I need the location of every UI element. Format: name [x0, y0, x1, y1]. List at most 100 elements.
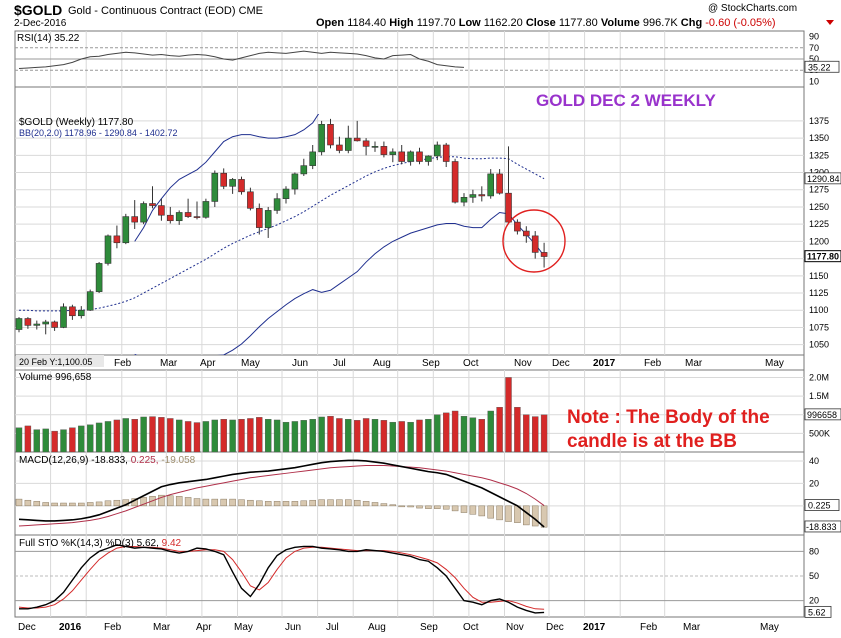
volume-bar	[540, 414, 548, 453]
macd-hist-bar	[211, 498, 219, 507]
macd-hist-bar	[336, 499, 343, 507]
volume-bar	[273, 419, 281, 453]
candle-body	[122, 216, 130, 244]
sto-tick-label: 50	[809, 571, 819, 581]
x-label-bottom: Dec	[546, 622, 564, 633]
price-last-value: 1177.80	[807, 252, 839, 262]
macd-hist-bar	[416, 505, 423, 509]
candle-body	[131, 216, 138, 223]
price-tick-label: 1375	[809, 116, 829, 126]
candle-body	[15, 318, 23, 330]
close-value: 1177.80	[558, 17, 598, 29]
note-line-1: Note : The Body of the	[567, 407, 770, 428]
macd-last-value: -18.833	[806, 522, 837, 532]
sto-label: Full STO %K(14,3) %D(3) 5.62, 9.42	[19, 538, 182, 549]
crosshair-label: 20 Feb Y:1,100.05	[19, 357, 92, 367]
macd-hist-bar	[505, 505, 512, 522]
rsi-tick-label: 90	[809, 32, 819, 42]
volume-bar	[505, 377, 512, 453]
volume-bar	[211, 419, 219, 453]
sto-last-value: 5.62	[808, 607, 826, 617]
volume-bar	[345, 419, 352, 453]
macd-hist-bar	[291, 501, 299, 507]
candle-body	[69, 306, 76, 317]
sto-label-main: Full STO %K(14,3) %D(3) 5.62,	[19, 538, 162, 549]
candle-body	[193, 216, 201, 218]
volume-bar	[86, 424, 94, 453]
candle-body	[362, 140, 370, 147]
candle-body	[282, 188, 290, 199]
volume-bar	[496, 407, 503, 453]
volume-bar	[460, 416, 468, 453]
candle-body	[522, 230, 530, 237]
macd-hist-bar	[460, 505, 468, 513]
candle-body	[24, 318, 32, 326]
price-tick-label: 1100	[809, 305, 828, 315]
rsi-last-box	[804, 60, 840, 73]
x-label-bottom: Jun	[285, 622, 301, 633]
sto-last-box	[804, 605, 832, 618]
volume-bar	[140, 416, 147, 453]
sto-d-line	[18, 545, 545, 610]
candle-body	[229, 179, 236, 187]
volume-bar	[256, 417, 263, 453]
x-label-bottom: May	[760, 622, 779, 633]
macd-hist-bar	[175, 496, 183, 507]
macd-tick-label: 40	[809, 456, 819, 466]
volume-bar	[532, 416, 539, 453]
volume-bar	[300, 420, 307, 453]
volume-bar	[95, 422, 103, 453]
candle-body	[496, 173, 503, 194]
macd-hist-bar	[193, 498, 201, 507]
volume-bar	[33, 429, 40, 453]
macd-hist-bar	[398, 505, 405, 508]
volume-bar	[113, 419, 121, 453]
volume-bar	[451, 410, 459, 453]
macd-hist-bar	[247, 499, 254, 507]
vol-last-value: 996658	[807, 410, 837, 420]
macd-hist-bar	[389, 504, 397, 507]
x-label-top: Feb	[644, 358, 662, 369]
price-tick-label: 1075	[809, 322, 829, 332]
macd-hist-bar	[51, 502, 58, 507]
x-label-top: May	[765, 358, 784, 369]
macd-signal-line	[18, 464, 545, 527]
price-last-box	[804, 250, 841, 263]
price-label: $GOLD (Weekly) 1177.80	[19, 117, 134, 128]
rsi-tick-label: 10	[809, 76, 819, 86]
volume-bar	[247, 418, 254, 453]
rsi-line	[18, 50, 465, 70]
candle-body	[407, 151, 414, 162]
macd-hist-bar	[264, 501, 272, 507]
candle-body	[318, 124, 325, 153]
date-label: 2-Dec-2016	[14, 18, 67, 29]
macd-hist-bar	[469, 505, 477, 515]
symbol-label: $GOLD	[14, 2, 63, 18]
crosshair-label-bg	[16, 355, 104, 367]
macd-hist-bar	[318, 499, 325, 507]
macd-hist-bar	[60, 502, 67, 507]
macd-hist-bar	[282, 501, 290, 507]
macd-label: MACD(12,26,9) -18.833, 0.225, -19.058	[19, 455, 196, 466]
candle-body	[238, 179, 245, 193]
macd-hist-bar	[345, 499, 352, 507]
volume-bar	[389, 421, 396, 453]
macd-label-signal: 0.225,	[131, 455, 162, 466]
x-label-top: Mar	[685, 358, 703, 369]
x-axis-band	[14, 354, 805, 371]
ohlc-readout: Open 1184.40 High 1197.70 Low 1162.20 Cl…	[316, 17, 776, 29]
candle-body	[425, 155, 432, 162]
vol-tick-label: 1.5M	[809, 391, 829, 401]
candle-body	[389, 151, 397, 155]
macd-signal-box	[804, 499, 840, 511]
volume-bar	[60, 429, 67, 453]
x-label-top: Mar	[160, 358, 178, 369]
candle-body	[175, 212, 183, 222]
vol-last-box	[804, 408, 841, 421]
chg-down-arrow-icon	[826, 20, 834, 25]
macd-hist-bar	[273, 501, 281, 507]
macd-hist-bar	[327, 499, 334, 507]
x-label-bottom: Mar	[153, 622, 171, 633]
macd-hist-bar	[24, 499, 32, 507]
description-label: Gold - Continuous Contract (EOD) CME	[68, 5, 264, 17]
